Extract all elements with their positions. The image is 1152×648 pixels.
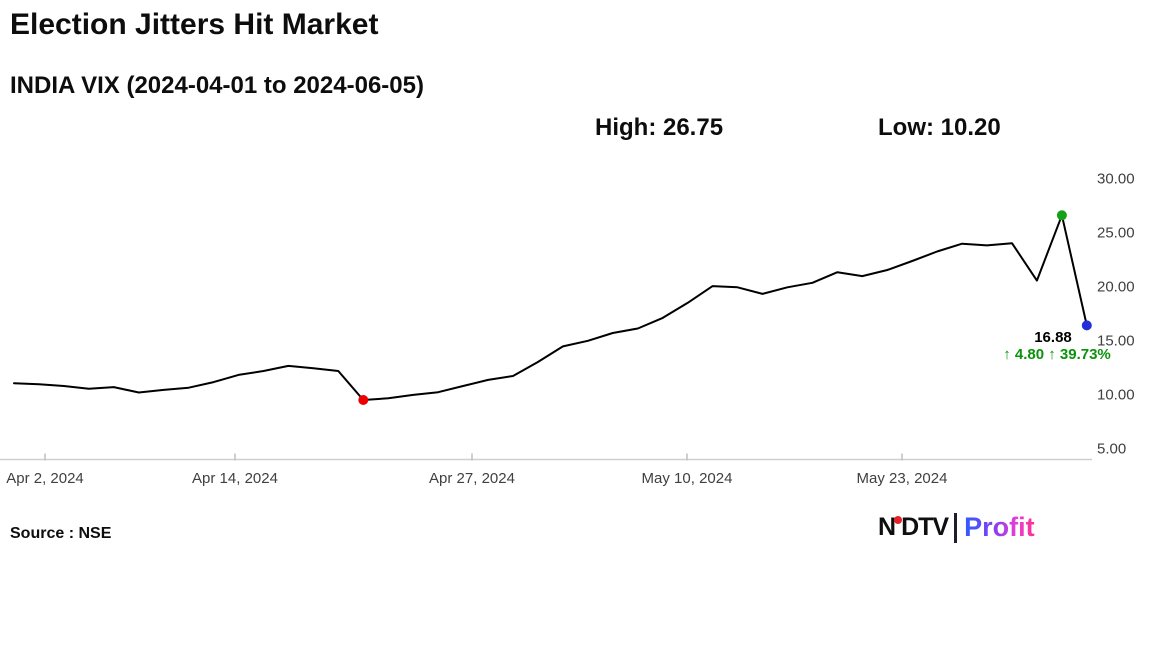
high-marker bbox=[1056, 210, 1067, 221]
chart-markers bbox=[358, 210, 1092, 405]
high-stat: High: 26.75 bbox=[595, 114, 724, 141]
page-title: Election Jitters Hit Market bbox=[10, 8, 379, 41]
x-axis-tickmarks bbox=[44, 453, 903, 461]
profit-wordmark: Profit bbox=[964, 512, 1035, 542]
x-tick-label: Apr 27, 2024 bbox=[429, 470, 515, 487]
x-tick-label: May 10, 2024 bbox=[641, 470, 733, 487]
low-stat: Low: 10.20 bbox=[878, 114, 1001, 141]
x-tick-label: Apr 2, 2024 bbox=[6, 470, 84, 487]
y-tick-label: 20.00 bbox=[1097, 278, 1135, 296]
last-marker bbox=[1081, 320, 1092, 331]
y-tick-label: 5.00 bbox=[1097, 440, 1127, 458]
y-tick-label: 10.00 bbox=[1097, 386, 1135, 404]
logo-divider-bar bbox=[954, 512, 958, 543]
change-label: ↑ 4.80 ↑ 39.73% bbox=[1003, 346, 1111, 363]
y-tick-label: 25.00 bbox=[1097, 224, 1135, 242]
chart-subtitle: INDIA VIX (2024-04-01 to 2024-06-05) bbox=[10, 72, 424, 99]
ndtv-wordmark: N DTV bbox=[878, 513, 949, 542]
ndtv-profit-logo: N DTV Profit bbox=[878, 512, 1035, 543]
y-tick-label: 30.00 bbox=[1097, 170, 1135, 188]
ndtv-letter-n: N bbox=[878, 513, 896, 541]
ndtv-red-dot-icon bbox=[894, 515, 903, 524]
x-tick-label: Apr 14, 2024 bbox=[192, 470, 278, 487]
x-tick-label: May 23, 2024 bbox=[856, 470, 948, 487]
source-label: Source : NSE bbox=[10, 525, 112, 542]
vix-line bbox=[13, 214, 1088, 401]
low-marker bbox=[358, 395, 369, 405]
ndtv-letters-dtv: DTV bbox=[901, 513, 949, 541]
y-tick-label: 15.00 bbox=[1097, 332, 1135, 350]
last-value-label: 16.88 bbox=[1034, 329, 1072, 346]
